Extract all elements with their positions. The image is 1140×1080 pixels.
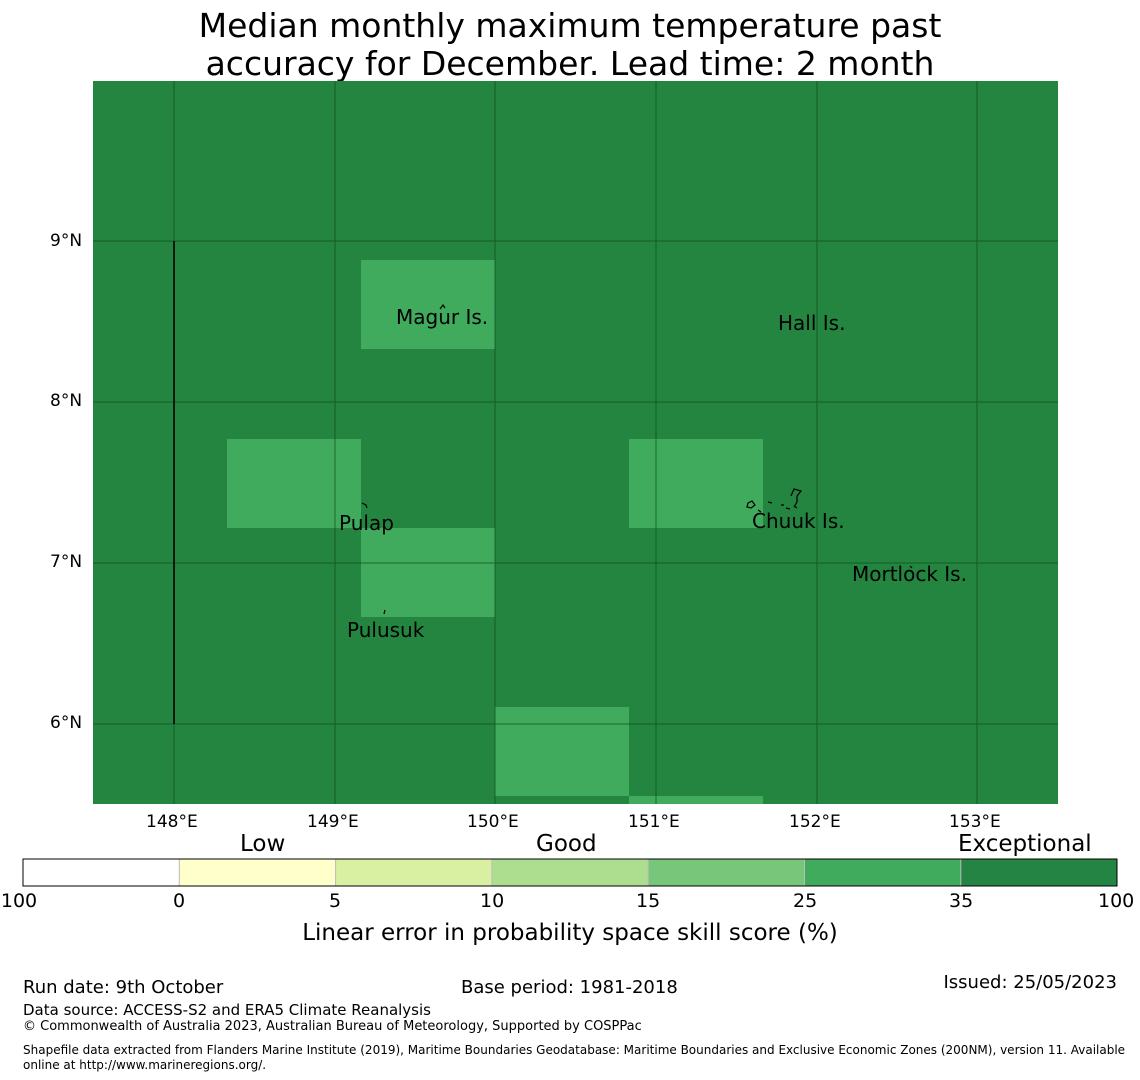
island-chuuk — [746, 488, 803, 513]
lat-tick-label: 6°N — [50, 713, 83, 733]
colorbar-axis-label: Linear error in probability space skill … — [302, 920, 838, 946]
place-label-pulusuk: Pulusuk — [347, 618, 425, 642]
run-date: Run date: 9th October — [23, 977, 224, 998]
map-title-line-2: accuracy for December. Lead time: 2 mont… — [205, 44, 935, 83]
place-label-mortlock: Mortlock Is. — [852, 562, 967, 586]
colorbar-tick-label: 100 — [1098, 890, 1135, 912]
island-pulusuk — [383, 609, 386, 615]
base-period: Base period: 1981-2018 — [461, 977, 678, 998]
lat-tick-label: 7°N — [50, 552, 83, 572]
lon-tick-label: 148°E — [146, 812, 198, 832]
place-label-pulap: Pulap — [339, 511, 394, 535]
colorbar-swatch — [491, 859, 649, 886]
colorbar-tick-label: 25 — [793, 890, 818, 912]
colorbar-tick-label: 10 — [480, 890, 505, 912]
skill-cell — [629, 796, 763, 804]
colorbar-swatch — [804, 859, 961, 886]
skill-cell — [629, 439, 763, 528]
colorbar-swatch — [23, 859, 180, 886]
lon-tick-label: 149°E — [307, 812, 359, 832]
gridlines — [93, 81, 1058, 804]
place-label-chuuk: Chuuk Is. — [752, 509, 845, 533]
shapefile-credit-line-2: online at http://www.marineregions.org/. — [23, 1058, 267, 1072]
colorbar-category-exceptional: Exceptional — [958, 831, 1092, 857]
colorbar-swatch — [335, 859, 492, 886]
map-title-line-1: Median monthly maximum temperature past — [198, 6, 942, 45]
colorbar-swatch — [179, 859, 336, 886]
lon-tick-label: 150°E — [467, 812, 519, 832]
colorbar-category-good: Good — [536, 831, 597, 857]
colorbar-swatch — [960, 859, 1118, 886]
place-label-hall: Hall Is. — [778, 311, 846, 335]
data-source: Data source: ACCESS-S2 and ERA5 Climate … — [23, 1001, 431, 1019]
skill-cell — [227, 439, 361, 528]
colorbar-tick-label: 15 — [636, 890, 661, 912]
colorbar-tick-label: 35 — [949, 890, 974, 912]
lon-tick-label: 152°E — [789, 812, 841, 832]
shapefile-credit-line-1: Shapefile data extracted from Flanders M… — [23, 1043, 1126, 1057]
colorbar-tick-label: 5 — [329, 890, 342, 912]
island-pulap — [361, 502, 368, 509]
island-magur — [439, 303, 446, 310]
lon-tick-label: 151°E — [628, 812, 680, 832]
island-mortlock — [909, 565, 913, 569]
colorbar-swatch — [648, 859, 805, 886]
skill-cell — [361, 528, 495, 617]
lat-tick-label: 8°N — [50, 391, 83, 411]
lat-tick-label: 9°N — [50, 231, 83, 251]
colorbar-tick-label: 0 — [173, 890, 186, 912]
colorbar-tick-label: -100 — [0, 890, 38, 912]
colorbar — [22, 858, 1118, 887]
colorbar-category-low: Low — [240, 831, 286, 857]
skill-cell — [495, 707, 629, 796]
issued-date: Issued: 25/05/2023 — [943, 972, 1117, 993]
skill-cell — [361, 260, 495, 349]
place-label-magur: Magur Is. — [396, 305, 489, 329]
island-outlines — [361, 303, 913, 615]
copyright: © Commonwealth of Australia 2023, Austra… — [23, 1019, 642, 1034]
lon-tick-label: 153°E — [949, 812, 1001, 832]
